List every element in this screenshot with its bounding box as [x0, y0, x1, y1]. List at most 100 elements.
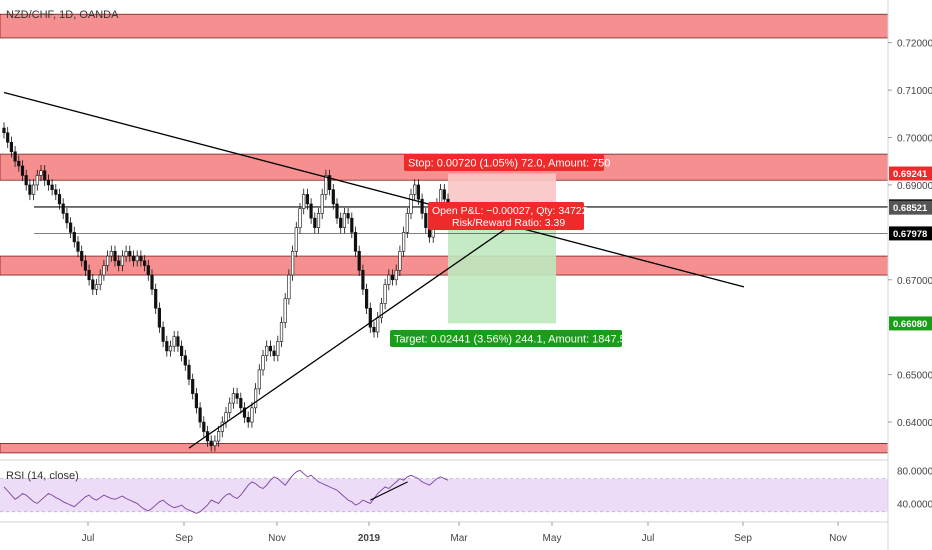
price-marker: [889, 226, 932, 241]
candle: [24, 169, 28, 191]
candle: [394, 264, 398, 286]
supply-demand-zones: [0, 13, 889, 454]
candle: [176, 331, 180, 352]
candle: [131, 250, 136, 267]
y-tick-label: 0.70000: [897, 134, 932, 145]
candle: [387, 269, 391, 291]
candle: [91, 274, 95, 295]
candle: [405, 207, 409, 239]
candle: [424, 207, 428, 234]
rsi-divergence-line[interactable]: [370, 481, 408, 501]
stop-label-box: [404, 154, 604, 171]
rsi-band: [0, 478, 888, 512]
candle: [102, 259, 106, 281]
pnl-label-box: [428, 202, 584, 230]
candle: [268, 340, 273, 357]
stop-zone-box[interactable]: [448, 173, 556, 208]
candle: [250, 402, 254, 428]
candle: [31, 179, 36, 201]
candle: [302, 188, 306, 215]
trendline-0[interactable]: [3, 91, 745, 288]
zone-0[interactable]: [0, 13, 889, 39]
candle: [398, 245, 402, 276]
price-marker-label: 0.69241: [893, 169, 928, 180]
candle: [72, 226, 76, 248]
candle: [442, 184, 446, 205]
candle: [6, 127, 10, 148]
candle: [28, 179, 32, 201]
candle: [220, 416, 224, 438]
x-tick-label: Jul: [642, 533, 655, 544]
candle: [290, 245, 295, 281]
candle: [150, 269, 154, 295]
price-marker: [889, 166, 932, 181]
candle: [135, 250, 139, 267]
candle: [346, 207, 350, 224]
candle: [154, 283, 158, 314]
candle: [94, 278, 99, 295]
trendline-1[interactable]: [188, 224, 512, 449]
candle: [368, 302, 372, 333]
candle: [339, 212, 343, 234]
candle: [272, 345, 276, 362]
candle: [43, 165, 47, 186]
x-tick-label: Sep: [734, 533, 752, 544]
candle: [120, 250, 124, 272]
candle: [180, 340, 184, 362]
candle: [420, 193, 424, 220]
candle: [17, 155, 21, 172]
candle: [298, 202, 302, 234]
x-tick-label: Nov: [829, 533, 847, 544]
candle: [331, 184, 335, 210]
candle: [2, 122, 6, 139]
candle: [9, 136, 14, 158]
candle: [276, 335, 280, 362]
price-marker: [889, 316, 932, 331]
x-tick-label: Mar: [450, 533, 468, 544]
candle: [83, 255, 87, 276]
zone-3[interactable]: [0, 443, 889, 454]
candle: [113, 245, 117, 267]
candle: [187, 359, 191, 386]
candle: [257, 364, 261, 395]
candle: [279, 316, 284, 348]
candle: [239, 392, 243, 414]
candle: [242, 402, 247, 424]
candle: [117, 255, 121, 272]
position-labels: Stop: 0.00720 (1.05%) 72.0, Amount: 750 …: [390, 154, 632, 347]
candle: [372, 321, 376, 338]
rsi-tick-label: 40.0000: [897, 499, 932, 510]
candle: [87, 264, 91, 286]
target-label-box: [390, 330, 622, 347]
candle: [165, 335, 169, 357]
y-axis: 0.72000 0.71000 0.70000 0.69000 0.67000 0.650…: [888, 39, 932, 429]
candle: [413, 179, 417, 201]
candle: [327, 169, 332, 196]
candle: [194, 387, 199, 414]
candle: [316, 207, 321, 234]
candle: [409, 188, 413, 220]
x-tick-label: Nov: [268, 533, 286, 544]
candle: [313, 212, 317, 234]
candle: [379, 297, 384, 324]
x-tick-label: Jul: [82, 533, 95, 544]
candle: [65, 207, 69, 229]
rsi-axis: 80.0000 40.0000: [897, 466, 932, 510]
candle: [143, 255, 147, 272]
candle: [98, 269, 102, 291]
candle: [246, 411, 250, 428]
candlestick-series: [2, 122, 450, 452]
candle: [157, 302, 162, 333]
candle: [416, 179, 421, 205]
symbol-title: NZD/CHF, 1D, OANDA: [6, 9, 119, 21]
trendlines[interactable]: [3, 91, 745, 449]
candle: [139, 250, 143, 267]
candle: [287, 269, 291, 305]
x-tick-label: 2019: [358, 533, 381, 544]
y-tick-label: 0.69000: [897, 181, 932, 192]
candle: [20, 160, 25, 182]
candle: [69, 217, 73, 239]
candle: [106, 250, 110, 272]
candle: [124, 245, 128, 262]
candle: [39, 165, 43, 182]
